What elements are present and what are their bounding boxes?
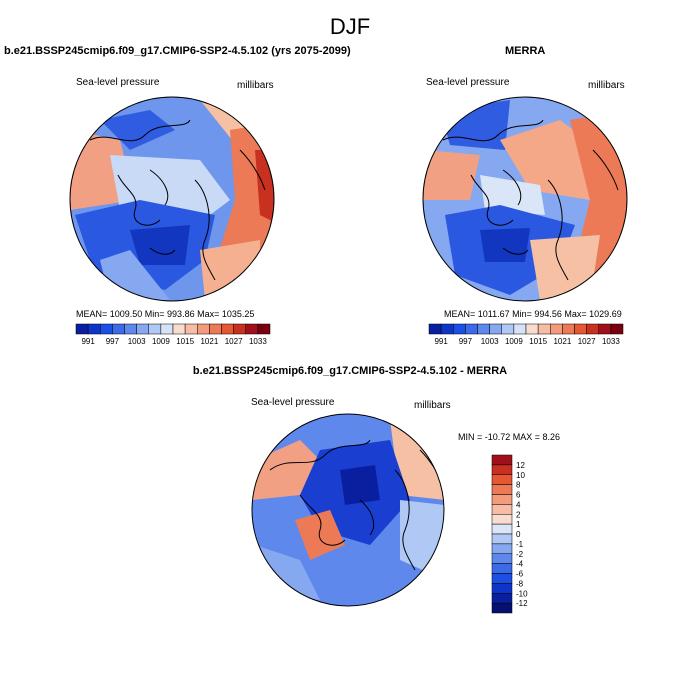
model-colorbar-tick-label: 997	[106, 337, 120, 346]
diff-colorbar-tick-label: -8	[516, 579, 524, 588]
obs-colorbar-tick-label: 1033	[602, 337, 620, 346]
diff-colorbar-swatch	[491, 504, 513, 515]
model-colorbar-swatch	[100, 323, 113, 335]
obs-colorbar-swatch	[610, 323, 624, 335]
model-colorbar-tick-label: 1003	[128, 337, 146, 346]
model-panel-title: b.e21.BSSP245cmip6.f09_g17.CMIP6-SSP2-4.…	[4, 45, 351, 57]
model-colorbar-swatch	[87, 323, 101, 335]
obs-variable-label: Sea-level pressure	[426, 77, 510, 88]
obs-colorbar-tick-label: 1015	[529, 337, 547, 346]
page-title: DJF	[329, 14, 371, 39]
diff-colorbar-swatch	[491, 533, 513, 545]
model-map	[69, 96, 275, 302]
model-colorbar-swatch	[209, 323, 222, 335]
model-colorbar-swatch	[112, 323, 125, 335]
obs-colorbar-swatch	[453, 323, 466, 335]
model-colorbar-swatch	[197, 323, 210, 335]
diff-colorbar-tick-label: -10	[516, 589, 528, 598]
diff-colorbar-swatch	[491, 523, 513, 535]
diff-colorbar-tick-label: 12	[516, 461, 525, 470]
diff-colorbar-swatch	[491, 543, 513, 554]
obs-colorbar-swatch	[550, 323, 563, 335]
diff-colorbar-tick-label: 10	[516, 471, 525, 480]
model-colorbar-tick-label: 1033	[249, 337, 267, 346]
diff-colorbar-swatch	[491, 474, 513, 485]
model-colorbar: 991 997 1003 1009 1015 1021 1027 1033	[75, 323, 271, 346]
model-colorbar-swatch	[172, 323, 186, 335]
obs-colorbar-swatch	[440, 323, 454, 335]
obs-colorbar-swatch	[562, 323, 575, 335]
obs-colorbar-tick-label: 1027	[578, 337, 596, 346]
diff-colorbar-tick-label: 1	[516, 520, 521, 529]
obs-map	[422, 96, 628, 302]
diff-colorbar-tick-label: 4	[516, 500, 521, 509]
obs-colorbar-swatch	[465, 323, 478, 335]
diff-colorbar-tick-label: 2	[516, 510, 521, 519]
diff-colorbar-tick-label: -4	[516, 560, 524, 569]
obs-colorbar-swatch	[525, 323, 539, 335]
obs-colorbar-swatch	[574, 323, 587, 335]
diff-colorbar-swatch	[491, 464, 513, 475]
diff-map	[251, 413, 445, 607]
model-colorbar-swatch	[75, 323, 89, 335]
model-colorbar-tick-label: 1021	[200, 337, 218, 346]
diff-colorbar-tick-label: 8	[516, 481, 521, 490]
diff-colorbar-swatch	[491, 494, 513, 505]
obs-stats: MEAN= 1011.67 Min= 994.56 Max= 1029.69	[444, 309, 622, 319]
obs-colorbar-swatch	[489, 323, 502, 335]
diff-colorbar-tick-label: 6	[516, 491, 521, 500]
model-colorbar-tick-label: 1015	[176, 337, 194, 346]
model-variable-label: Sea-level pressure	[76, 77, 160, 88]
obs-colorbar-tick-label: 997	[459, 337, 473, 346]
diff-colorbar-tick-label: -6	[516, 570, 524, 579]
diff-colorbar-tick-label: -2	[516, 550, 524, 559]
obs-panel-title: MERRA	[505, 45, 546, 57]
diff-colorbar-swatch	[491, 563, 513, 574]
obs-colorbar-tick-label: 1021	[553, 337, 571, 346]
obs-colorbar-tick-label: 1003	[481, 337, 499, 346]
model-colorbar-tick-label: 1027	[225, 337, 243, 346]
model-colorbar-swatch	[136, 323, 149, 335]
diff-units-label: millibars	[414, 400, 451, 411]
model-colorbar-swatch	[184, 323, 198, 335]
model-stats: MEAN= 1009.50 Min= 993.86 Max= 1035.25	[76, 309, 255, 319]
obs-colorbar-tick-label: 991	[434, 337, 448, 346]
diff-colorbar-swatch	[491, 573, 513, 584]
obs-colorbar-swatch	[513, 323, 527, 335]
obs-colorbar-swatch	[428, 323, 442, 335]
diff-panel-title: b.e21.BSSP245cmip6.f09_g17.CMIP6-SSP2-4.…	[192, 365, 508, 377]
diff-colorbar-swatch	[491, 484, 513, 495]
model-colorbar-swatch	[221, 323, 234, 335]
obs-colorbar-swatch	[537, 323, 551, 335]
diff-colorbar-swatch	[491, 593, 513, 604]
obs-colorbar-tick-label: 1009	[505, 337, 523, 346]
obs-colorbar: 991 997 1003 1009 1015 1021 1027 1033	[428, 323, 624, 346]
model-colorbar-swatch	[160, 323, 174, 335]
diff-colorbar-swatch	[491, 454, 513, 466]
diff-variable-label: Sea-level pressure	[251, 397, 335, 408]
obs-colorbar-swatch	[586, 323, 599, 335]
diff-colorbar-swatch	[491, 553, 513, 564]
model-colorbar-swatch	[245, 323, 259, 335]
model-colorbar-tick-label: 1009	[152, 337, 170, 346]
model-colorbar-swatch	[233, 323, 246, 335]
diff-colorbar-tick-label: -12	[516, 599, 528, 608]
obs-colorbar-swatch	[501, 323, 515, 335]
model-units-label: millibars	[237, 80, 274, 91]
model-colorbar-swatch	[148, 323, 162, 335]
diff-colorbar-swatch	[491, 602, 513, 614]
obs-colorbar-swatch	[598, 323, 612, 335]
obs-colorbar-swatch	[477, 323, 490, 335]
diff-colorbar-swatch	[491, 583, 513, 594]
diff-colorbar-tick-label: 0	[516, 530, 521, 539]
model-colorbar-tick-label: 991	[81, 337, 95, 346]
diff-stats: MIN = -10.72 MAX = 8.26	[458, 432, 561, 442]
model-colorbar-swatch	[124, 323, 137, 335]
model-colorbar-swatch	[257, 323, 271, 335]
diff-colorbar-tick-label: -1	[516, 540, 524, 549]
diff-colorbar-swatch	[491, 514, 513, 525]
obs-units-label: millibars	[588, 80, 625, 91]
